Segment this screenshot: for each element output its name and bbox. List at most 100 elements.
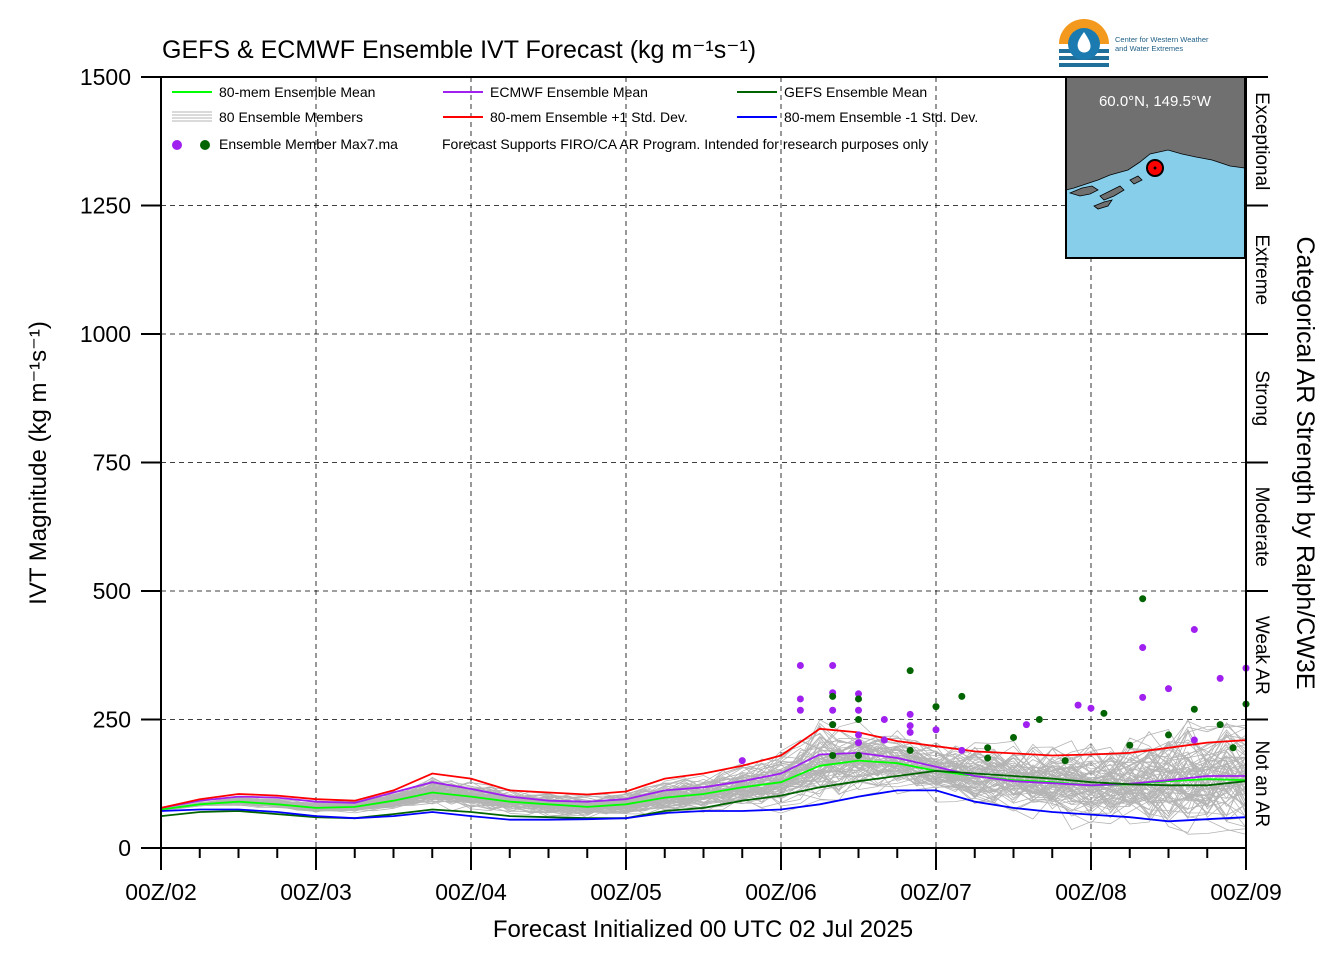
gefs-member-max-point (1126, 741, 1134, 749)
ecmwf-member-max-point (796, 662, 804, 670)
gefs-member-max-point (1035, 716, 1043, 723)
gefs-member-max-point (1010, 733, 1017, 741)
x-tick-label: 00Z/05 (590, 879, 662, 905)
y-tick-label: 1000 (80, 321, 131, 347)
series-line (160, 789, 1247, 823)
gefs-member-max-point (1190, 705, 1198, 713)
map-location-label: 60.0°N, 149.5°W (1099, 93, 1212, 110)
legend-dot-ecmwf-max (172, 140, 182, 150)
gefs-member-max-point (958, 692, 966, 700)
gefs-member-max-point (984, 754, 992, 762)
ecmwf-member-max-point (1087, 704, 1095, 712)
map-land-island (1093, 199, 1113, 210)
gefs-member-max-point (1139, 595, 1147, 603)
map-frame (1065, 76, 1246, 259)
ecmwf-member-max-point (906, 728, 914, 736)
gefs-member-max-point (906, 667, 914, 675)
ecmwf-member-max-point (796, 695, 804, 703)
ecmwf-member-max-point (1190, 626, 1198, 634)
gefs-member-max-point (829, 751, 837, 759)
gefs-member-max-point (1165, 731, 1172, 739)
y-axis-label: IVT Magnitude (kg m⁻¹s⁻¹) (25, 321, 52, 605)
ecmwf-member-max-point (855, 706, 862, 714)
gefs-member-max-point (932, 703, 940, 711)
ecmwf-member-max-point (880, 716, 888, 723)
ecmwf-member-max-point (855, 731, 862, 739)
gefs-member-max-point (855, 695, 862, 703)
legend-label-plus-std: 80-mem Ensemble +1 Std. Dev. (490, 109, 688, 125)
series-line (160, 727, 1247, 809)
ecmwf-member-max-point (1165, 685, 1172, 693)
ecmwf-member-max-point (906, 710, 914, 718)
legend-label-member-max: Ensemble Member Max7.ma (219, 136, 398, 152)
gefs-member-max-point (829, 692, 837, 700)
legend-label-minus-std: 80-mem Ensemble -1 Std. Dev. (784, 109, 978, 125)
map-land-island (1099, 185, 1125, 201)
legend-label-ensemble-mean: 80-mem Ensemble Mean (219, 84, 375, 100)
location-map-inset: 60.0°N, 149.5°W (1065, 76, 1246, 259)
x-tick-label: 00Z/07 (900, 879, 972, 905)
legend-dot-gefs-max (200, 140, 210, 150)
ecmwf-member-max-point (1139, 644, 1147, 652)
y-tick-label: 500 (93, 578, 131, 604)
right-axis-label: Categorical AR Strength by Ralph/CW3E (1291, 237, 1319, 690)
x-axis-label: Forecast Initialized 00 UTC 02 Jul 2025 (493, 916, 913, 943)
ecmwf-member-max-point (796, 706, 804, 714)
category-label: Extreme (1251, 234, 1272, 305)
ecmwf-member-max-point (932, 726, 940, 734)
ensemble-member-line (160, 755, 1247, 822)
ecmwf-member-max-point (829, 662, 837, 670)
x-tick-label: 00Z/06 (745, 879, 817, 905)
category-label: Strong (1251, 370, 1272, 426)
gefs-member-max-point (855, 716, 862, 723)
ecmwf-member-max-point (1216, 674, 1224, 682)
ecmwf-member-max-point (738, 757, 746, 765)
x-tick-label: 00Z/03 (280, 879, 352, 905)
legend-note: Forecast Supports FIRO/CA AR Program. In… (442, 136, 928, 152)
category-label: Moderate (1251, 487, 1272, 567)
map-land-alaska (1065, 76, 1246, 191)
ecmwf-member-max-point (1074, 701, 1082, 709)
logo-text-line-1: Center for Western Weather (1115, 35, 1209, 44)
axes: 0 250 500 750 1000 1250 1500 00Z/02 00Z/03 00Z/04… (80, 64, 1282, 905)
gefs-member-max-point (1061, 757, 1069, 765)
ecmwf-member-max-point (829, 706, 837, 714)
gefs-member-max-point (1229, 744, 1237, 752)
gefs-member-max-point (906, 746, 914, 754)
gefs-member-max-point (829, 721, 837, 729)
gefs-member-max-point (1216, 721, 1224, 729)
legend-label-ecmwf-mean: ECMWF Ensemble Mean (490, 84, 648, 100)
legend: 80-mem Ensemble Mean ECMWF Ensemble Mean… (172, 84, 978, 152)
map-land-island (1129, 175, 1143, 185)
legend-swatch-members (172, 111, 212, 122)
ecmwf-member-max-point (1190, 736, 1198, 744)
series-lines (160, 727, 1247, 823)
y-tick-label: 750 (93, 450, 131, 476)
y-tick-label: 1250 (80, 193, 131, 219)
cw3e-logo: Center for Western Weather and Water Ext… (1059, 19, 1209, 69)
logo-text-line-2: and Water Extremes (1115, 44, 1183, 53)
category-label: Exceptional (1251, 92, 1272, 190)
legend-label-gefs-mean: GEFS Ensemble Mean (784, 84, 927, 100)
y-tick-label: 250 (93, 707, 131, 733)
x-tick-label: 00Z/08 (1055, 879, 1127, 905)
map-land-island (1068, 185, 1099, 197)
ecmwf-member-max-point (1139, 693, 1147, 701)
ecmwf-member-max-point (958, 746, 966, 754)
y-tick-label: 1500 (80, 64, 131, 90)
ecmwf-member-max-point (906, 722, 914, 730)
ecmwf-member-max-point (1022, 721, 1030, 729)
legend-label-members: 80 Ensemble Members (219, 109, 363, 125)
category-label: Not an AR (1251, 740, 1272, 827)
gefs-member-max-point (855, 751, 862, 759)
ecmwf-member-max-point (855, 739, 862, 747)
ecmwf-member-max-point (880, 736, 888, 744)
x-tick-label: 00Z/09 (1210, 879, 1282, 905)
gefs-member-max-point (984, 744, 992, 752)
gefs-member-max-point (1100, 709, 1108, 717)
x-tick-label: 00Z/02 (125, 879, 197, 905)
y-tick-label: 0 (118, 835, 131, 861)
x-tick-label: 00Z/04 (435, 879, 507, 905)
ecmwf-member-max-point (855, 690, 862, 698)
